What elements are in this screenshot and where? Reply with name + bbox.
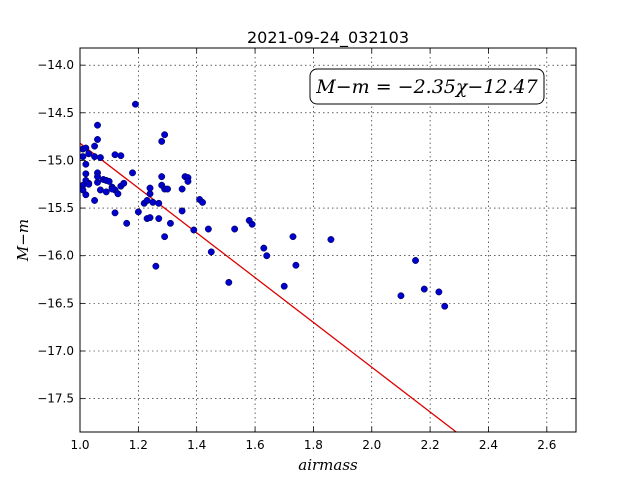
data-point bbox=[85, 180, 93, 188]
data-point bbox=[146, 190, 154, 198]
y-tick-label: −15.0 bbox=[37, 153, 74, 167]
data-point bbox=[146, 214, 154, 222]
data-point bbox=[184, 177, 192, 185]
data-point bbox=[204, 225, 212, 233]
data-point bbox=[420, 285, 428, 293]
fit-equation: M−m = −2.35χ−12.47 bbox=[315, 76, 538, 98]
axis-ticks: 1.0 1.2 1.4 1.6 1.8 2.0 2.2 2.4 2.6 −14.0 −14.5 −15… bbox=[37, 48, 576, 452]
grid bbox=[80, 48, 576, 432]
data-point bbox=[91, 153, 99, 161]
data-point bbox=[397, 292, 405, 300]
data-point bbox=[199, 198, 206, 206]
x-tick-label: 1.6 bbox=[246, 438, 265, 452]
data-point bbox=[155, 199, 163, 207]
x-axis-label: airmass bbox=[298, 456, 358, 474]
y-tick-label: −14.5 bbox=[37, 106, 74, 120]
y-tick-label: −14.0 bbox=[37, 58, 74, 72]
data-point bbox=[108, 185, 116, 193]
fit-line-layer bbox=[79, 142, 457, 433]
data-point bbox=[94, 173, 101, 181]
data-point bbox=[207, 248, 215, 256]
x-tick-label: 1.4 bbox=[187, 438, 206, 452]
data-point bbox=[91, 197, 99, 204]
data-point bbox=[123, 219, 131, 227]
fit-equation-box: M−m = −2.35χ−12.47 bbox=[309, 68, 545, 105]
data-point bbox=[79, 186, 87, 194]
data-point bbox=[134, 208, 142, 216]
data-point bbox=[82, 160, 90, 168]
x-tick-label: 2.0 bbox=[362, 438, 381, 452]
y-tick-label: −16.0 bbox=[37, 249, 74, 263]
data-point bbox=[190, 226, 198, 234]
data-point bbox=[152, 262, 160, 270]
data-point bbox=[146, 184, 154, 192]
data-point bbox=[143, 197, 151, 204]
data-point bbox=[292, 261, 300, 269]
data-point bbox=[111, 151, 119, 159]
x-tick-label: 1.0 bbox=[70, 438, 89, 452]
data-point bbox=[82, 144, 90, 152]
y-tick-label: −17.0 bbox=[37, 344, 74, 358]
x-tick-label: 2.6 bbox=[537, 438, 556, 452]
y-axis-label: M−m bbox=[14, 219, 32, 262]
fit-equation-box-frame bbox=[309, 68, 545, 105]
data-point bbox=[105, 177, 113, 185]
y-tick-label: −17.5 bbox=[37, 392, 74, 406]
data-point bbox=[158, 137, 166, 145]
data-point bbox=[129, 169, 136, 177]
plot-frame bbox=[79, 47, 577, 433]
data-point bbox=[96, 154, 104, 162]
y-tick-label: −16.5 bbox=[37, 296, 74, 310]
data-point bbox=[280, 282, 288, 290]
data-point bbox=[111, 209, 119, 217]
y-tick-label: −15.5 bbox=[37, 201, 74, 215]
data-point bbox=[178, 185, 186, 193]
x-tick-label: 1.2 bbox=[129, 438, 148, 452]
x-tick-label: 2.2 bbox=[421, 438, 440, 452]
data-point bbox=[231, 225, 239, 233]
data-point bbox=[91, 142, 99, 150]
data-point bbox=[94, 121, 101, 129]
data-point bbox=[441, 302, 449, 310]
x-tick-label: 2.4 bbox=[479, 438, 498, 452]
data-point bbox=[131, 100, 139, 108]
data-point bbox=[82, 170, 90, 178]
data-point bbox=[94, 178, 101, 186]
data-point bbox=[289, 233, 297, 241]
data-point bbox=[225, 278, 233, 286]
data-point bbox=[263, 252, 271, 260]
data-point bbox=[327, 236, 335, 243]
data-point bbox=[85, 150, 93, 158]
data-point bbox=[164, 185, 171, 193]
data-point bbox=[102, 188, 110, 196]
data-point bbox=[114, 190, 122, 198]
data-point bbox=[161, 233, 169, 241]
chart-title: 2021-09-24_032103 bbox=[247, 28, 409, 48]
data-point bbox=[117, 152, 125, 160]
x-tick-label: 1.8 bbox=[304, 438, 323, 452]
data-point bbox=[149, 198, 157, 206]
data-point bbox=[260, 244, 268, 252]
data-point bbox=[178, 207, 186, 215]
data-point bbox=[158, 173, 166, 181]
data-point bbox=[412, 257, 419, 264]
data-point bbox=[96, 186, 104, 194]
data-point bbox=[155, 215, 163, 223]
data-point bbox=[79, 153, 87, 161]
data-point bbox=[161, 131, 169, 139]
data-points bbox=[79, 100, 449, 310]
data-point bbox=[248, 220, 256, 228]
data-point bbox=[120, 179, 128, 187]
fit-line bbox=[79, 142, 457, 433]
data-point bbox=[435, 288, 443, 296]
data-point bbox=[94, 136, 101, 143]
data-point bbox=[166, 219, 174, 227]
